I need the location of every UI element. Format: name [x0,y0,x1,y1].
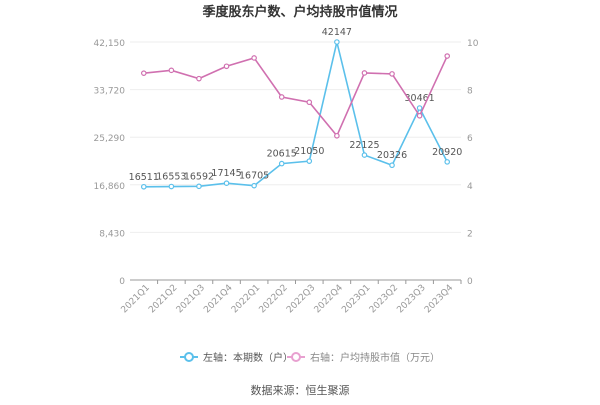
right-tick-label: 6 [467,134,473,144]
x-tick-label: 2022Q3 [285,283,317,315]
data-point [196,183,202,190]
left-tick-label: 25,290 [94,134,126,144]
data-label: 16592 [184,171,214,182]
data-point [223,63,230,70]
data-point [334,132,340,139]
x-tick-label: 2022Q1 [230,283,262,315]
left-tick-label: 33,720 [94,87,126,97]
data-point [389,71,395,77]
x-tick-label: 2023Q3 [395,283,427,315]
data-label: 20920 [432,147,462,158]
data-point [361,152,368,158]
x-tick-label: 2021Q3 [175,283,207,315]
source-note: 数据来源：恒生聚源 [251,383,350,397]
right-tick-label: 10 [467,39,479,49]
data-point [278,94,285,100]
data-point [444,159,451,165]
series-line-0 [143,41,448,188]
x-tick-label: 2023Q4 [423,283,456,316]
data-point [389,162,395,169]
data-point [278,160,285,167]
x-tick-label: 2022Q2 [258,283,290,315]
legend: 左轴：本期数（户） 右轴：户均持股市值（万元） [180,351,440,364]
data-point [140,70,147,76]
right-tick-label: 2 [467,229,473,239]
data-point [306,158,313,164]
data-label: 21050 [294,146,324,157]
data-label: 42147 [322,27,352,38]
data-point [361,70,368,76]
legend-label: 左轴：本期数（户） [203,351,293,364]
data-point [306,99,313,106]
data-label: 30461 [405,93,435,104]
left-tick-label: 16,860 [94,182,126,192]
right-tick-label: 8 [467,87,473,97]
left-tick-label: 0 [119,277,125,287]
data-label: 17145 [211,168,241,179]
data-point [334,39,340,45]
data-label: 20615 [267,149,297,160]
data-point [444,53,451,59]
data-point [251,182,257,189]
right-tick-label: 4 [467,182,473,192]
data-point [140,183,147,190]
left-tick-label: 8,430 [99,229,125,239]
data-point [168,183,175,190]
data-point [168,67,175,74]
legend-item-right[interactable]: 右轴：户均持股市值（万元） [287,351,440,364]
right-tick-label: 0 [467,277,473,287]
data-label: 20326 [377,150,407,161]
x-tick-label: 2021Q1 [120,283,152,315]
x-tick-label: 2023Q1 [340,283,372,315]
data-point [196,75,202,82]
data-label: 16705 [239,171,269,182]
x-tick-label: 2021Q4 [202,283,235,316]
data-point [416,105,423,111]
data-label: 22125 [349,140,379,151]
x-tick-label: 2021Q2 [147,283,179,315]
left-tick-label: 42,150 [94,39,126,49]
x-tick-label: 2022Q4 [313,283,346,316]
legend-item-left[interactable]: 左轴：本期数（户） [180,351,293,364]
data-label: 16511 [129,172,159,183]
data-point [416,112,423,119]
series-line-1 [143,55,448,138]
x-tick-label: 2023Q2 [368,283,400,315]
data-point [251,55,257,61]
data-label: 16553 [156,172,186,183]
legend-label: 右轴：户均持股市值（万元） [310,351,440,364]
chart-title: 季度股东户数、户均持股市值情况 [201,4,397,20]
data-point [223,180,230,186]
